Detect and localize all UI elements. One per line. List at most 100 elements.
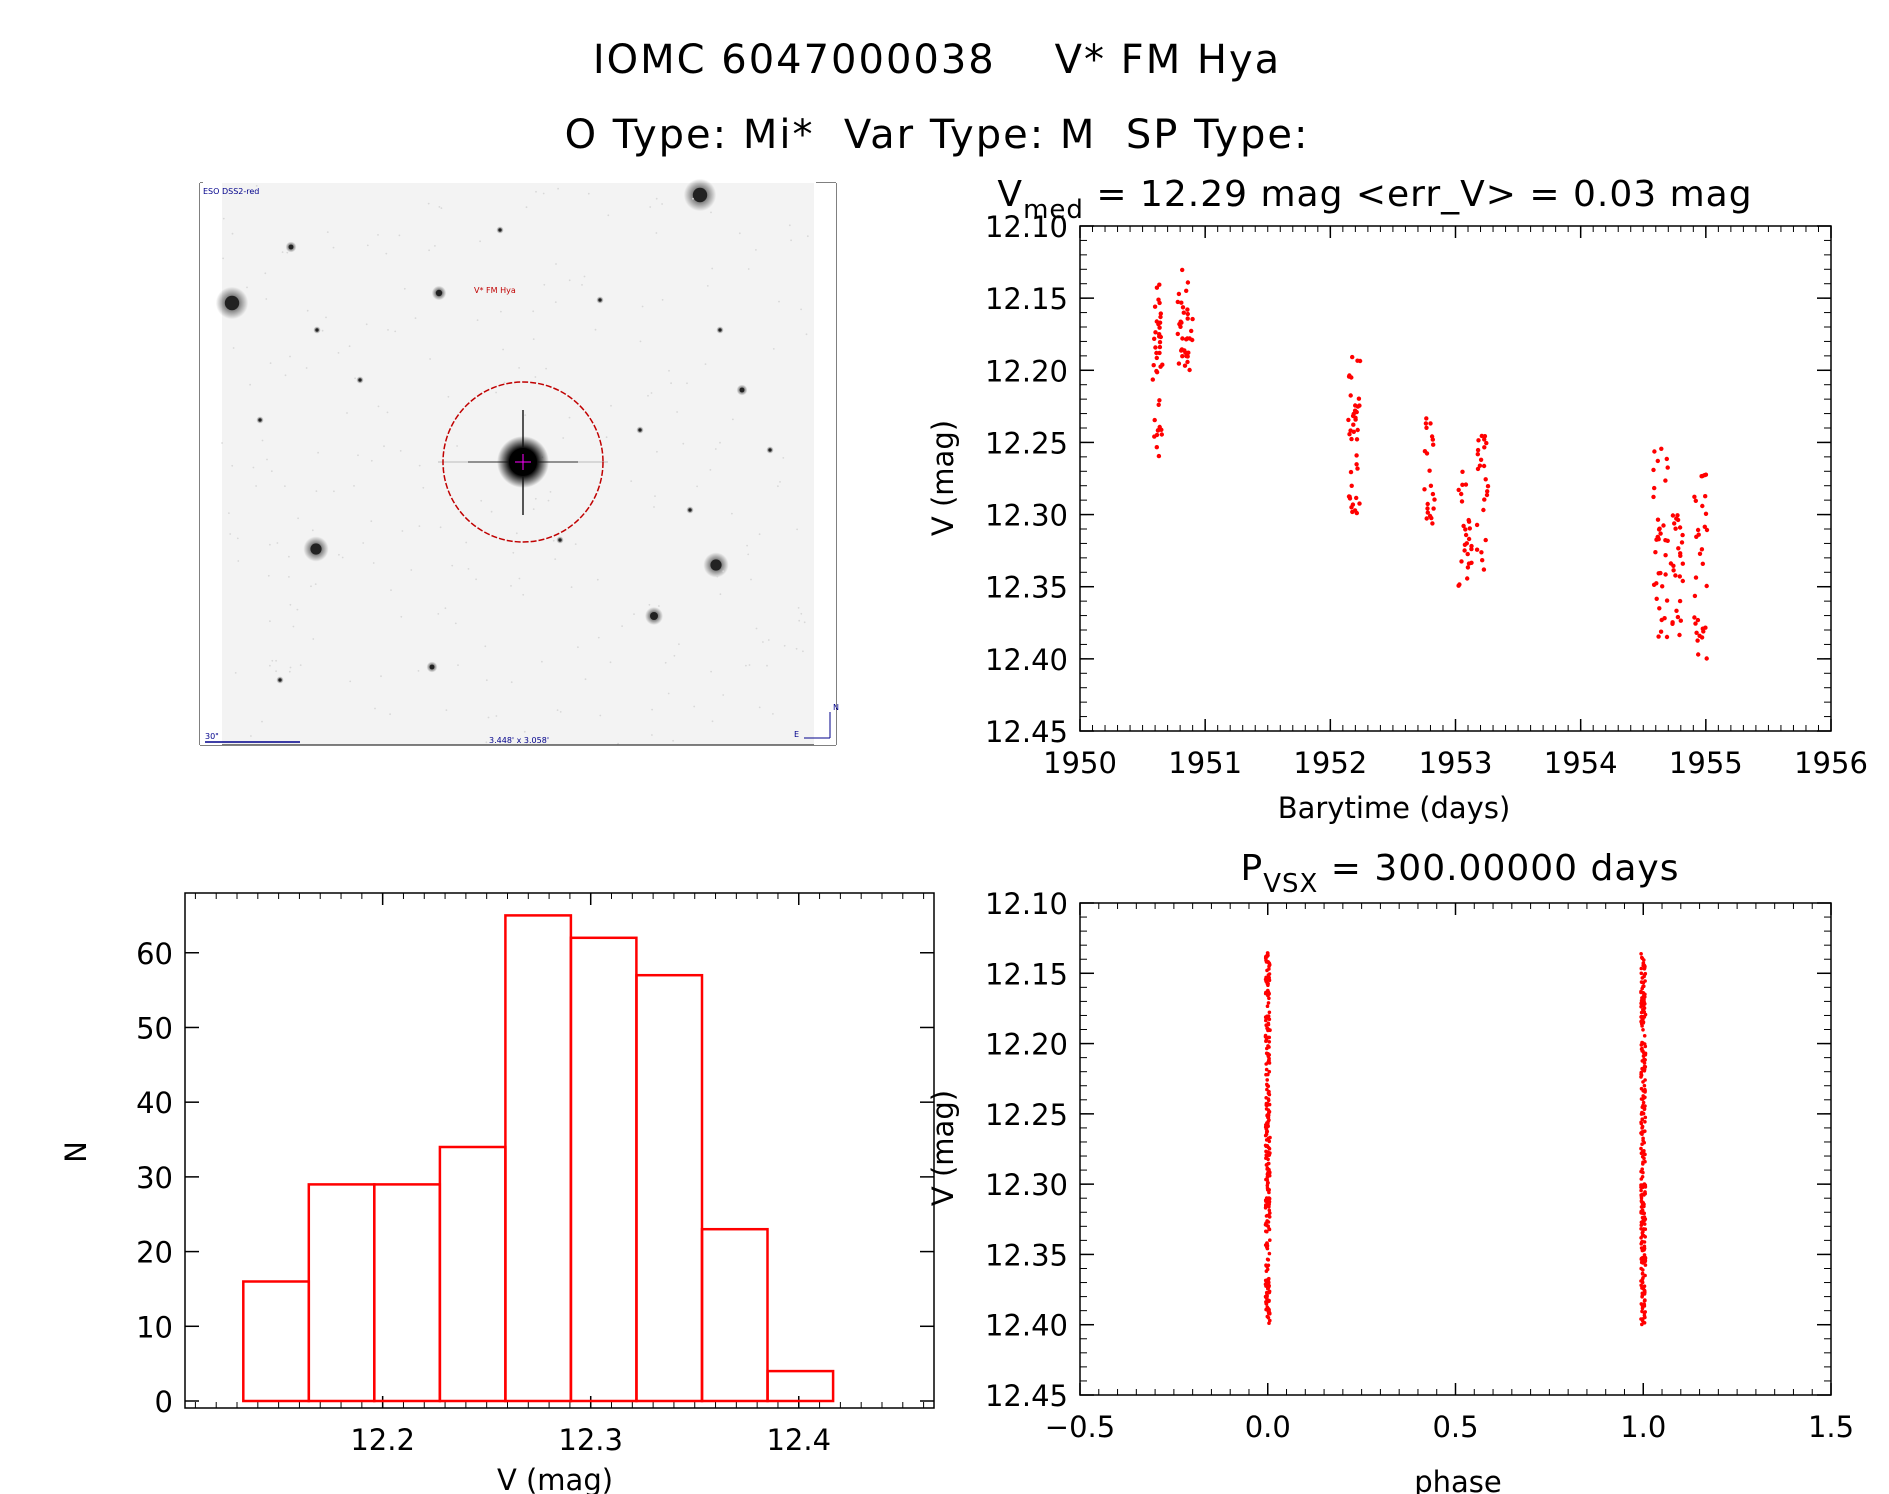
noise-speck bbox=[333, 490, 335, 493]
noise-speck bbox=[710, 211, 712, 214]
data-point bbox=[1475, 466, 1481, 472]
data-point bbox=[1265, 981, 1269, 986]
noise-speck bbox=[570, 586, 573, 588]
data-point bbox=[1477, 463, 1483, 468]
noise-speck bbox=[581, 284, 583, 286]
x-tick-label: 12.2 bbox=[350, 1423, 415, 1457]
data-point bbox=[1678, 618, 1684, 623]
data-point bbox=[1643, 1290, 1647, 1294]
noise-speck bbox=[289, 603, 292, 606]
noise-speck bbox=[418, 525, 421, 527]
noise-speck bbox=[515, 532, 518, 535]
data-point bbox=[1424, 425, 1429, 430]
noise-speck bbox=[357, 454, 359, 457]
noise-speck bbox=[639, 340, 642, 343]
noise-speck bbox=[255, 185, 258, 187]
data-point bbox=[1265, 1174, 1270, 1179]
data-point bbox=[1422, 449, 1428, 454]
histogram-bar bbox=[307, 1183, 376, 1403]
survey-label: ESO DSS2-red bbox=[203, 187, 259, 196]
data-point bbox=[1673, 526, 1678, 531]
y-tick-label: 12.40 bbox=[985, 1309, 1068, 1343]
noise-speck bbox=[306, 309, 309, 312]
data-point bbox=[1676, 546, 1681, 551]
noise-speck bbox=[288, 555, 290, 558]
noise-speck bbox=[800, 308, 802, 311]
data-point bbox=[1640, 1024, 1644, 1028]
data-point bbox=[1176, 291, 1182, 297]
noise-speck bbox=[479, 240, 481, 243]
noise-speck bbox=[617, 742, 619, 745]
data-point bbox=[1159, 427, 1164, 432]
data-point bbox=[1425, 501, 1430, 507]
data-point bbox=[1157, 340, 1163, 345]
data-point bbox=[1185, 359, 1190, 365]
data-point bbox=[1157, 282, 1162, 287]
noise-speck bbox=[577, 646, 579, 649]
data-point bbox=[1641, 1100, 1646, 1105]
noise-speck bbox=[661, 299, 664, 301]
noise-speck bbox=[554, 558, 557, 560]
noise-speck bbox=[394, 330, 397, 333]
noise-speck bbox=[353, 485, 355, 487]
data-point bbox=[1154, 350, 1159, 356]
y-tick-label: 10 bbox=[136, 1310, 173, 1344]
data-point bbox=[1354, 510, 1360, 516]
noise-speck bbox=[237, 560, 240, 562]
data-point bbox=[1185, 280, 1191, 285]
data-point bbox=[1642, 1083, 1647, 1088]
noise-speck bbox=[221, 442, 224, 444]
noise-speck bbox=[354, 377, 356, 380]
data-point bbox=[1357, 403, 1362, 408]
data-point bbox=[1176, 361, 1182, 366]
noise-speck bbox=[796, 528, 798, 531]
lightcurve-ylabel: V (mag) bbox=[926, 420, 960, 536]
noise-speck bbox=[231, 232, 234, 235]
data-point bbox=[1266, 1021, 1271, 1026]
data-point bbox=[1670, 620, 1675, 625]
data-point bbox=[1675, 517, 1681, 523]
data-point bbox=[1264, 1177, 1268, 1182]
data-point bbox=[1466, 517, 1471, 523]
noise-speck bbox=[710, 670, 712, 673]
data-point bbox=[1643, 992, 1647, 997]
lightcurve-title: Vmed = 12.29 mag <err_V> = 0.03 mag bbox=[997, 174, 1752, 225]
noise-speck bbox=[562, 437, 565, 439]
data-point bbox=[1643, 964, 1647, 969]
data-point bbox=[1459, 559, 1464, 564]
data-point bbox=[1482, 445, 1487, 450]
data-point bbox=[1639, 1209, 1643, 1214]
y-tick-label: 30 bbox=[136, 1161, 173, 1195]
noise-speck bbox=[288, 576, 290, 578]
noise-speck bbox=[609, 661, 612, 664]
data-point bbox=[1266, 1220, 1271, 1224]
noise-speck bbox=[654, 495, 656, 497]
data-point bbox=[1266, 1263, 1271, 1268]
data-point bbox=[1640, 956, 1645, 961]
data-point bbox=[1485, 489, 1490, 494]
noise-speck bbox=[755, 249, 757, 251]
data-point bbox=[1467, 526, 1473, 531]
field-star-core bbox=[692, 187, 708, 203]
data-point bbox=[1350, 354, 1355, 360]
noise-speck bbox=[594, 328, 597, 331]
data-point bbox=[1347, 496, 1353, 501]
data-point bbox=[1265, 1181, 1270, 1185]
noise-speck bbox=[267, 574, 270, 577]
noise-speck bbox=[417, 670, 420, 672]
data-point bbox=[1264, 1062, 1268, 1066]
noise-speck bbox=[383, 445, 385, 448]
data-point bbox=[1653, 550, 1658, 555]
noise-speck bbox=[275, 659, 277, 662]
noise-speck bbox=[532, 310, 535, 313]
noise-speck bbox=[438, 206, 441, 208]
field-star-core bbox=[435, 289, 443, 297]
noise-speck bbox=[568, 416, 571, 419]
noise-speck bbox=[541, 660, 543, 663]
data-point bbox=[1670, 513, 1676, 518]
noise-speck bbox=[556, 709, 559, 711]
noise-speck bbox=[711, 720, 714, 723]
data-point bbox=[1483, 537, 1488, 543]
noise-speck bbox=[621, 625, 623, 627]
data-point bbox=[1469, 543, 1474, 549]
